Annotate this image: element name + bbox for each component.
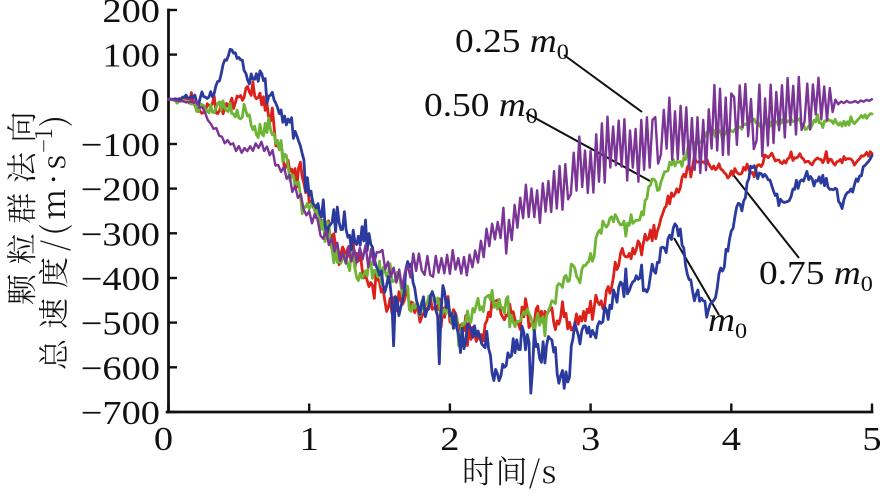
svg-text:0.50 m0: 0.50 m0 [424, 86, 538, 129]
svg-text:200: 200 [102, 0, 160, 29]
svg-text:5: 5 [862, 420, 880, 457]
svg-text:0: 0 [141, 81, 160, 118]
svg-text:100: 100 [102, 37, 160, 74]
svg-text:−500: −500 [81, 305, 160, 342]
svg-text:1: 1 [300, 420, 319, 457]
svg-text:−400: −400 [81, 260, 160, 297]
svg-text:0.75 m0: 0.75 m0 [759, 254, 873, 297]
svg-text:−200: −200 [81, 171, 160, 208]
svg-text:−700: −700 [81, 394, 160, 431]
svg-text:−600: −600 [81, 349, 160, 386]
svg-text:−300: −300 [81, 215, 160, 252]
svg-text:m0: m0 [708, 301, 747, 344]
svg-text:0: 0 [154, 420, 173, 457]
svg-text:2: 2 [440, 420, 459, 457]
svg-text:−100: −100 [81, 126, 160, 163]
svg-text:3: 3 [581, 420, 600, 457]
svg-text:4: 4 [722, 420, 741, 457]
svg-text:0.25 m0: 0.25 m0 [455, 22, 569, 65]
